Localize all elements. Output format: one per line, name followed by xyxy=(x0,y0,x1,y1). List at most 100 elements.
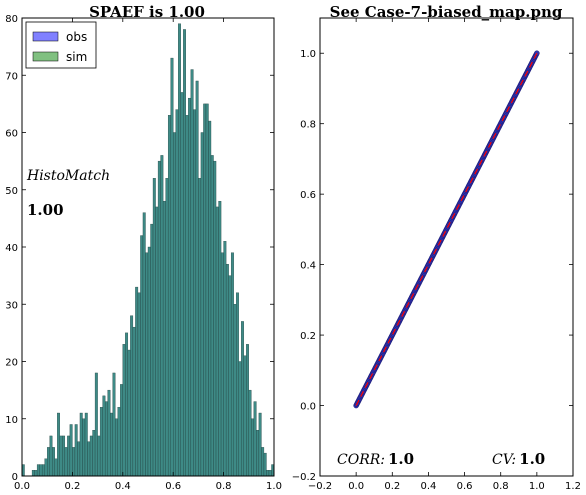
histogram-bar xyxy=(89,435,93,477)
cv-annotation: CV: 1.0 xyxy=(492,450,545,468)
histogram-bar xyxy=(225,263,229,477)
histogram-xtick-label: 0.4 xyxy=(115,481,131,492)
histogram-bar xyxy=(41,464,45,477)
histogram-bar xyxy=(137,292,141,477)
histogram-bar xyxy=(79,412,83,477)
histogram-bar xyxy=(198,178,202,477)
histogram-bar xyxy=(190,69,194,477)
scatter-xtick-label: −0.2 xyxy=(308,481,332,492)
histogram-bar xyxy=(173,132,176,477)
histogram-xtick-label: 0.0 xyxy=(14,481,30,492)
histogram-bar xyxy=(77,441,81,477)
histogram-bar xyxy=(44,458,48,477)
histogram-bar xyxy=(200,132,204,477)
scatter-ytick-label: 0.2 xyxy=(300,331,316,342)
histogram-legend: obs sim xyxy=(25,21,97,69)
histogram-ytick-label: 80 xyxy=(5,14,18,25)
scatter-ytick-label: 0.8 xyxy=(300,120,316,131)
histogram-bar xyxy=(94,372,98,477)
histogram-bar xyxy=(145,252,149,477)
histogram-bar xyxy=(36,464,40,477)
histogram-xtick-label: 0.2 xyxy=(64,481,80,492)
histogram-bar xyxy=(59,435,63,477)
histogram-bar xyxy=(82,418,86,477)
histogram-bar xyxy=(112,372,116,477)
cv-label: CV: xyxy=(492,452,516,468)
histogram-bar xyxy=(261,447,265,477)
scatter-point xyxy=(534,50,540,56)
histogram-bar xyxy=(39,464,43,477)
scatter-ytick-label: 0.6 xyxy=(300,190,316,201)
histogram-bar xyxy=(34,470,38,477)
histogram-bar xyxy=(230,252,234,477)
histogram-xtick-label: 1.0 xyxy=(266,481,282,492)
histogram-bar xyxy=(241,321,244,477)
scatter-xtick-label: 0.2 xyxy=(384,481,400,492)
histogram-bar xyxy=(117,407,121,477)
scatter-title: See Case-7-biased_map.png xyxy=(330,3,563,21)
histogram-bar xyxy=(243,355,247,477)
histogram-bar xyxy=(127,349,131,477)
histogram-bar xyxy=(220,252,224,477)
histogram-ytick-label: 70 xyxy=(5,71,18,82)
scatter-plot-frame xyxy=(319,17,574,477)
histogram-bar xyxy=(223,241,227,477)
histogram-bar xyxy=(72,447,76,477)
legend-swatch-obs xyxy=(32,31,59,42)
histomatch-value: 1.00 xyxy=(27,201,64,219)
histogram-bar xyxy=(150,223,154,477)
histogram-title: SPAEF is 1.00 xyxy=(89,3,205,21)
histogram-bar xyxy=(258,412,262,477)
histogram-bar xyxy=(107,389,111,477)
histomatch-label: HistoMatch xyxy=(26,168,110,184)
histogram-bar xyxy=(180,92,184,477)
histogram-bar xyxy=(122,344,126,477)
histogram-ytick-label: 10 xyxy=(5,415,18,426)
scatter-ticks: −0.2 0.0 0.2 0.4 0.6 0.8 1.0 1.2 −0.2 0.0 0.2 0.4 0.… xyxy=(292,18,581,492)
histogram-bar xyxy=(238,361,242,477)
scatter-ytick-label: 0.4 xyxy=(300,261,316,272)
histogram-ytick-label: 0 xyxy=(12,472,18,483)
histogram-bar xyxy=(52,447,55,477)
histogram-bar xyxy=(110,412,113,477)
histogram-bar xyxy=(147,246,151,477)
corr-annotation: CORR: 1.0 xyxy=(337,450,414,468)
histogram-bar xyxy=(120,384,123,477)
histogram-ytick-label: 60 xyxy=(5,129,18,140)
histogram-bar xyxy=(130,315,134,477)
corr-label: CORR: xyxy=(337,452,385,468)
histogram-ytick-label: 50 xyxy=(5,186,18,197)
histogram-bar xyxy=(253,401,257,477)
histogram-bar xyxy=(175,109,179,477)
corr-value: 1.0 xyxy=(388,450,414,468)
histogram-bar xyxy=(246,344,249,477)
scatter-xtick-label: 0.4 xyxy=(420,481,436,492)
histogram-bar xyxy=(183,29,186,477)
histogram-bar xyxy=(92,430,96,477)
histogram-bar xyxy=(157,160,161,477)
scatter-ytick-label: −0.2 xyxy=(292,472,316,483)
histogram-ytick-label: 20 xyxy=(5,358,18,369)
histogram-bar xyxy=(47,447,50,477)
histogram-bar xyxy=(263,452,267,477)
histogram-bar xyxy=(102,395,106,477)
histogram-bar xyxy=(160,155,164,477)
histogram-bar xyxy=(205,103,209,477)
histogram-bar xyxy=(49,435,53,477)
scatter-xtick-label: 1.0 xyxy=(529,481,545,492)
scatter-ytick-label: 1.0 xyxy=(300,49,316,60)
histogram-bar xyxy=(99,407,103,477)
histogram-bar xyxy=(87,441,91,477)
scatter-xtick-label: 0.6 xyxy=(457,481,473,492)
histogram-bar xyxy=(195,80,199,477)
histogram-bar xyxy=(162,201,166,477)
histogram-bar xyxy=(178,23,181,477)
histogram-bar xyxy=(188,97,192,477)
histogram-bar xyxy=(125,332,129,477)
histogram-bar xyxy=(135,286,139,477)
histogram-bar xyxy=(74,424,78,477)
histogram-bar xyxy=(57,412,60,477)
histogram-bar xyxy=(215,206,219,477)
